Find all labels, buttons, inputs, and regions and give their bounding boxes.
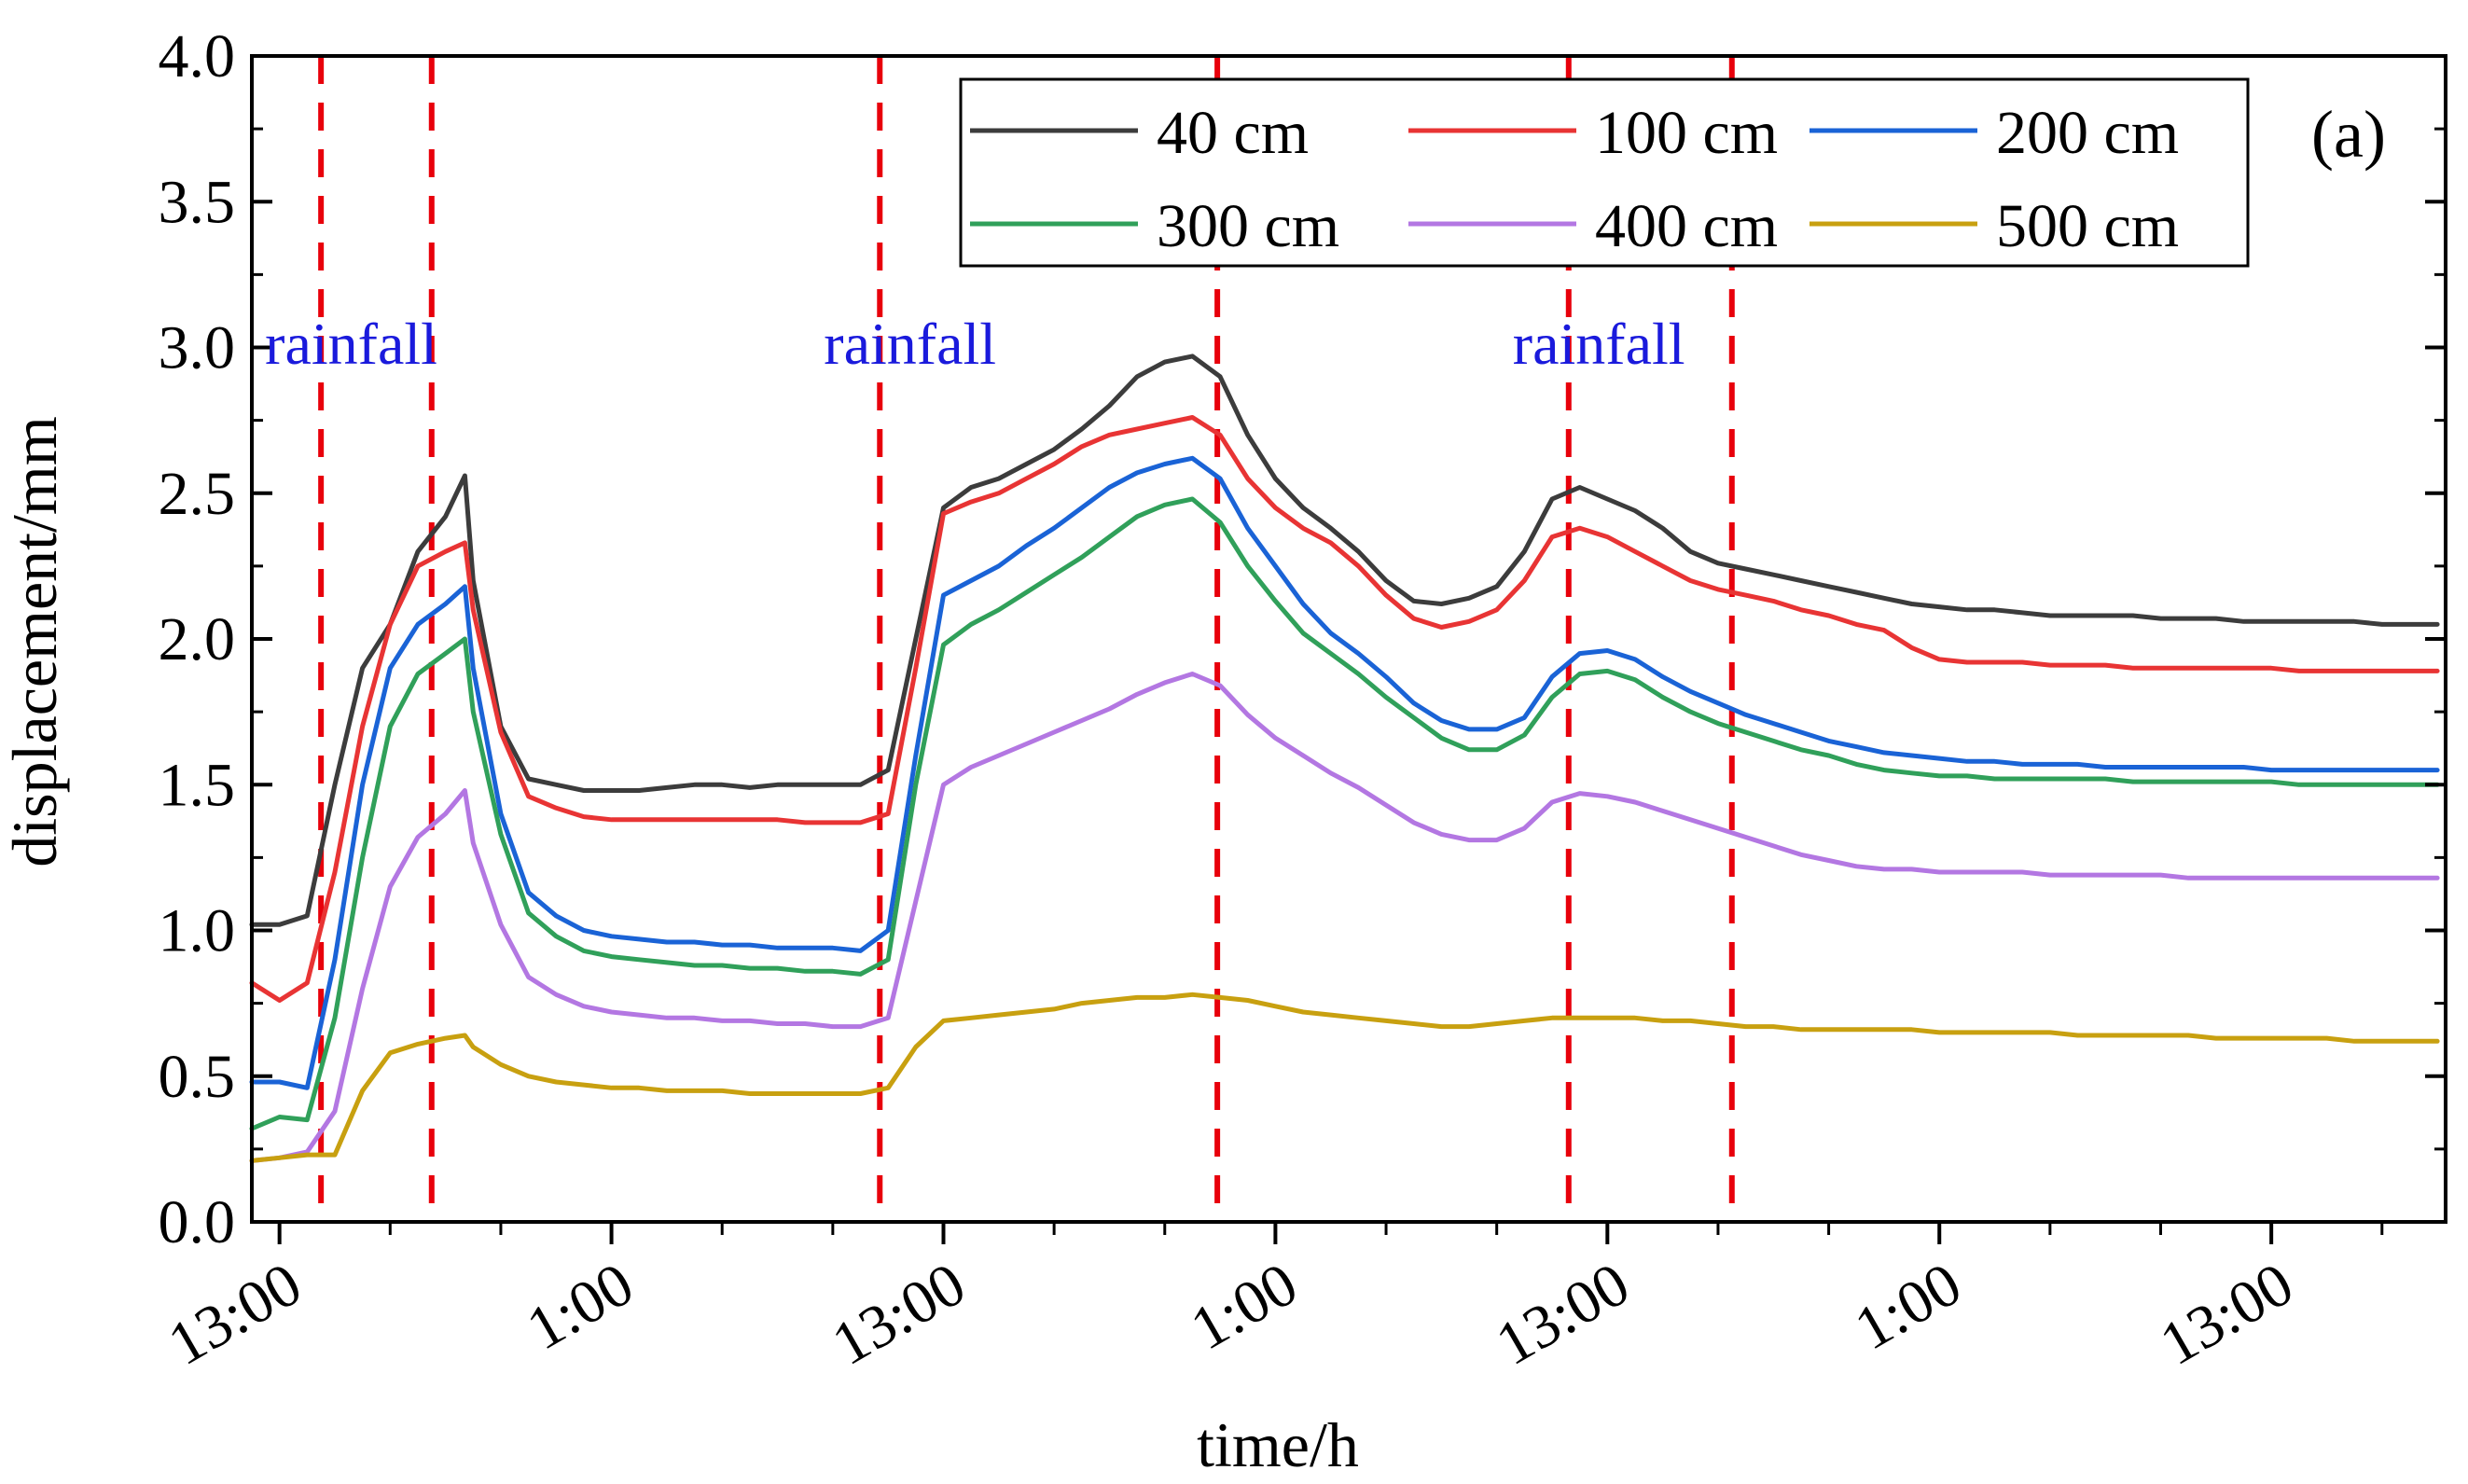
- series-line-100-cm: [249, 415, 2440, 1003]
- y-tick-label: 4.0: [159, 22, 236, 90]
- panel-label: (a): [2311, 97, 2386, 172]
- y-tick-label: 0.0: [159, 1188, 236, 1256]
- legend-label-400-cm: 400 cm: [1595, 192, 1778, 260]
- legend-label-200-cm: 200 cm: [1996, 99, 2179, 167]
- y-tick-label: 3.5: [159, 168, 236, 236]
- legend-label-40-cm: 40 cm: [1157, 99, 1309, 167]
- series-line-40-cm: [249, 354, 2440, 927]
- legend: 40 cm 100 cm 200 cm 300 cm 400 cm 500 cm: [959, 77, 2250, 268]
- legend-label-300-cm: 300 cm: [1157, 192, 1339, 260]
- y-axis-title: displacement/mm: [0, 416, 70, 867]
- series-line-200-cm: [249, 455, 2440, 1090]
- y-tick-label: 1.5: [159, 751, 236, 819]
- y-tick-label: 0.5: [159, 1043, 236, 1111]
- series-line-400-cm: [249, 672, 2440, 1163]
- legend-box: [959, 77, 2250, 268]
- data-series: [249, 354, 2440, 1163]
- x-axis-title: time/h: [1197, 1409, 1359, 1480]
- series-line-300-cm: [249, 496, 2440, 1131]
- y-tick-label: 3.0: [159, 314, 236, 382]
- rainfall-label-3: rainfall: [1513, 311, 1685, 377]
- y-tick-label: 1.0: [159, 897, 236, 965]
- axes: [250, 54, 2447, 1244]
- rainfall-label-2: rainfall: [824, 311, 996, 377]
- rainfall-label-1: rainfall: [265, 311, 437, 377]
- legend-label-500-cm: 500 cm: [1996, 192, 2179, 260]
- y-tick-label: 2.5: [159, 460, 236, 528]
- y-tick-label: 2.0: [159, 605, 236, 673]
- legend-label-100-cm: 100 cm: [1595, 99, 1778, 167]
- series-line-500-cm: [249, 992, 2440, 1163]
